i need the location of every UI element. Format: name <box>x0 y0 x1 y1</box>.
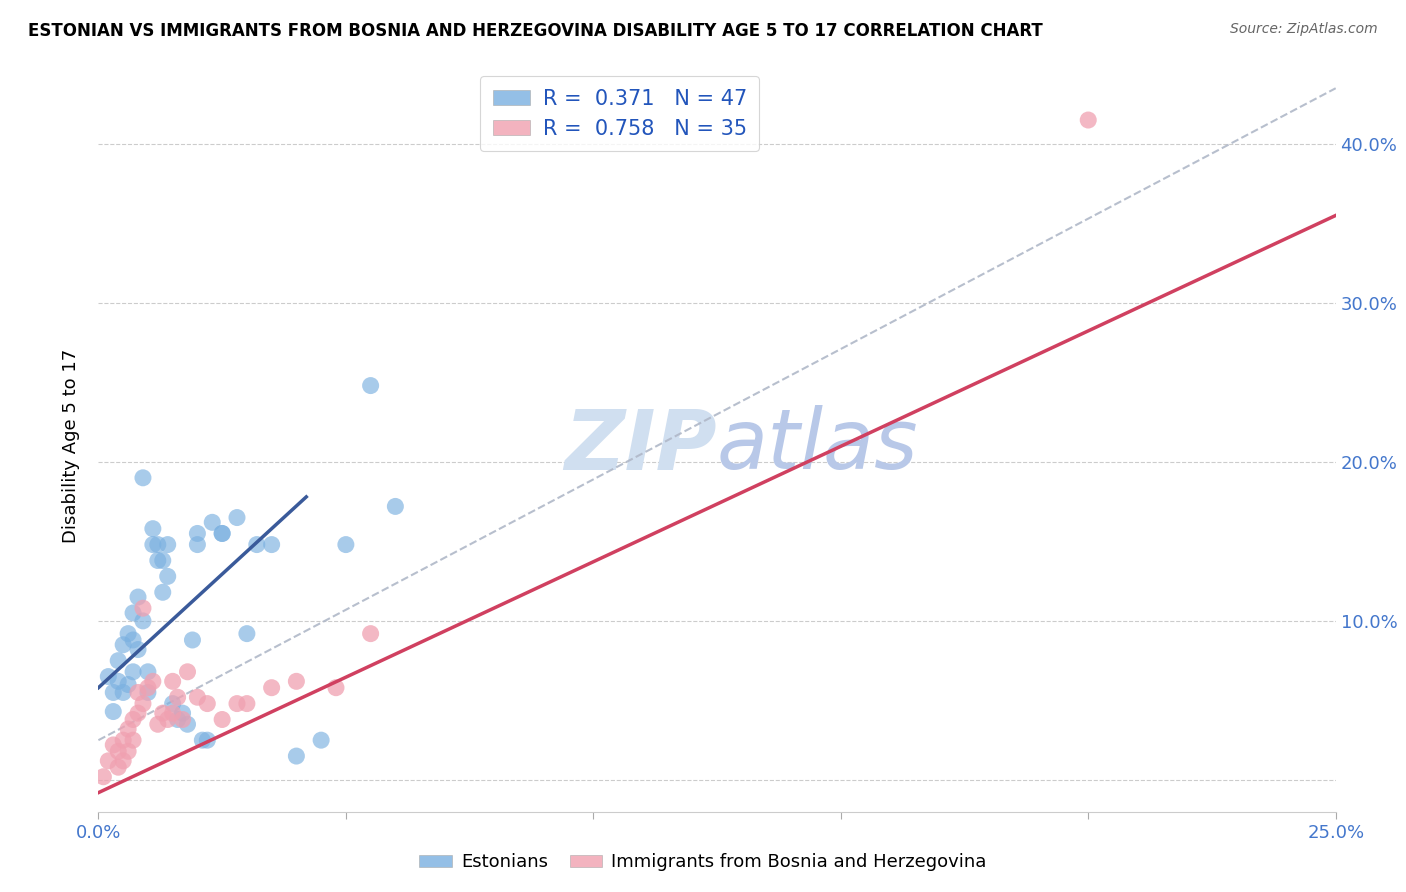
Point <box>107 744 129 758</box>
Point <box>97 754 120 768</box>
Point <box>132 601 155 615</box>
Point <box>335 538 357 552</box>
Point <box>103 738 125 752</box>
Point <box>162 674 184 689</box>
Point <box>107 654 129 668</box>
Point <box>162 706 184 720</box>
Point <box>260 538 283 552</box>
Legend: R =  0.371   N = 47, R =  0.758   N = 35: R = 0.371 N = 47, R = 0.758 N = 35 <box>479 76 759 152</box>
Point <box>211 713 233 727</box>
Point <box>152 585 174 599</box>
Point <box>103 705 125 719</box>
Point <box>186 526 208 541</box>
Point <box>172 706 194 720</box>
Point <box>122 632 145 647</box>
Point <box>384 500 406 514</box>
Point <box>325 681 347 695</box>
Point <box>112 638 135 652</box>
Point <box>152 706 174 720</box>
Point <box>142 674 165 689</box>
Point <box>1077 113 1099 128</box>
Y-axis label: Disability Age 5 to 17: Disability Age 5 to 17 <box>62 349 80 543</box>
Text: ESTONIAN VS IMMIGRANTS FROM BOSNIA AND HERZEGOVINA DISABILITY AGE 5 TO 17 CORREL: ESTONIAN VS IMMIGRANTS FROM BOSNIA AND H… <box>28 22 1043 40</box>
Point <box>156 538 179 552</box>
Legend: Estonians, Immigrants from Bosnia and Herzegovina: Estonians, Immigrants from Bosnia and He… <box>412 847 994 879</box>
Point <box>122 713 145 727</box>
Point <box>142 522 165 536</box>
Point <box>360 626 382 640</box>
Point <box>132 614 155 628</box>
Point <box>122 733 145 747</box>
Point <box>152 553 174 567</box>
Point <box>112 754 135 768</box>
Point <box>107 674 129 689</box>
Point <box>162 697 184 711</box>
Point <box>226 510 249 524</box>
Text: atlas: atlas <box>717 406 918 486</box>
Point <box>127 590 149 604</box>
Point <box>191 733 214 747</box>
Point <box>211 526 233 541</box>
Point <box>127 642 149 657</box>
Point <box>132 697 155 711</box>
Point <box>117 722 139 736</box>
Point <box>181 632 204 647</box>
Point <box>127 706 149 720</box>
Point <box>146 553 169 567</box>
Point <box>201 516 224 530</box>
Point <box>136 681 159 695</box>
Point <box>117 626 139 640</box>
Point <box>226 697 249 711</box>
Point <box>166 713 188 727</box>
Point <box>117 677 139 691</box>
Point <box>146 538 169 552</box>
Point <box>166 690 188 705</box>
Point <box>186 690 208 705</box>
Point <box>172 713 194 727</box>
Point <box>176 665 198 679</box>
Point <box>146 717 169 731</box>
Point <box>107 760 129 774</box>
Point <box>211 526 233 541</box>
Point <box>103 685 125 699</box>
Point <box>136 685 159 699</box>
Point <box>93 770 115 784</box>
Point <box>360 378 382 392</box>
Point <box>176 717 198 731</box>
Point <box>127 685 149 699</box>
Point <box>260 681 283 695</box>
Point <box>112 733 135 747</box>
Point <box>236 626 259 640</box>
Point <box>236 697 259 711</box>
Point <box>156 713 179 727</box>
Point <box>285 749 308 764</box>
Point <box>136 665 159 679</box>
Point <box>246 538 269 552</box>
Text: Source: ZipAtlas.com: Source: ZipAtlas.com <box>1230 22 1378 37</box>
Text: ZIP: ZIP <box>564 406 717 486</box>
Point <box>117 744 139 758</box>
Point <box>195 697 218 711</box>
Point <box>142 538 165 552</box>
Point <box>309 733 332 747</box>
Point <box>285 674 308 689</box>
Point <box>132 471 155 485</box>
Point <box>122 606 145 620</box>
Point <box>186 538 208 552</box>
Point <box>97 669 120 683</box>
Point <box>122 665 145 679</box>
Point <box>195 733 218 747</box>
Point <box>156 569 179 583</box>
Point <box>112 685 135 699</box>
